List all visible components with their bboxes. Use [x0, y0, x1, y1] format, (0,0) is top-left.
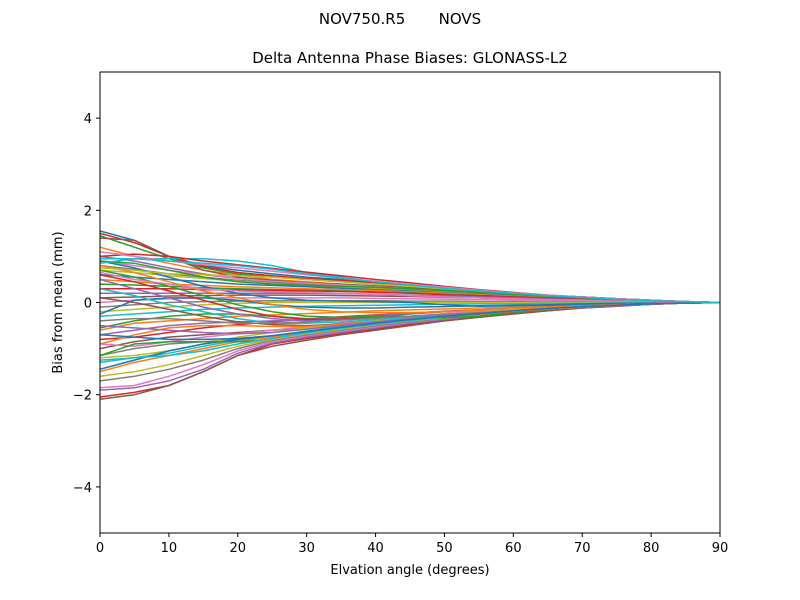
x-axis-label: Elvation angle (degrees) — [330, 563, 489, 578]
x-tick-label: 30 — [298, 541, 315, 556]
y-axis: −4 −2 0 2 4 — [73, 112, 100, 496]
x-tick-label: 60 — [505, 541, 522, 556]
y-tick-label: −4 — [73, 481, 92, 496]
x-tick-label: 20 — [230, 541, 247, 556]
x-tick-label: 80 — [643, 541, 660, 556]
y-tick-label: 0 — [84, 297, 92, 312]
x-tick-label: 50 — [436, 541, 453, 556]
y-tick-label: 2 — [84, 204, 92, 219]
series-line-48 — [100, 271, 720, 304]
y-tick-label: −2 — [73, 389, 92, 404]
chart-title: Delta Antenna Phase Biases: GLONASS-L2 — [252, 49, 568, 67]
series-layer — [100, 230, 720, 401]
x-tick-label: 10 — [161, 541, 178, 556]
x-axis: 0 10 20 30 40 50 60 70 80 90 — [96, 533, 728, 556]
x-tick-label: 40 — [367, 541, 384, 556]
x-tick-label: 70 — [574, 541, 591, 556]
x-tick-label: 90 — [712, 541, 729, 556]
series-line-57 — [100, 257, 720, 304]
figure-suptitle: NOV750.R5 NOVS — [319, 10, 481, 28]
series-line-55 — [100, 301, 720, 341]
y-tick-label: 4 — [84, 112, 92, 127]
y-axis-label: Bias from mean (mm) — [51, 231, 66, 373]
x-tick-label: 0 — [96, 541, 104, 556]
series-line-41 — [100, 260, 720, 307]
